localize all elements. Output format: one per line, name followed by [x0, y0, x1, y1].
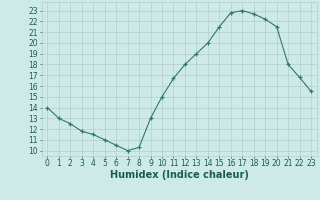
X-axis label: Humidex (Indice chaleur): Humidex (Indice chaleur) — [110, 170, 249, 180]
